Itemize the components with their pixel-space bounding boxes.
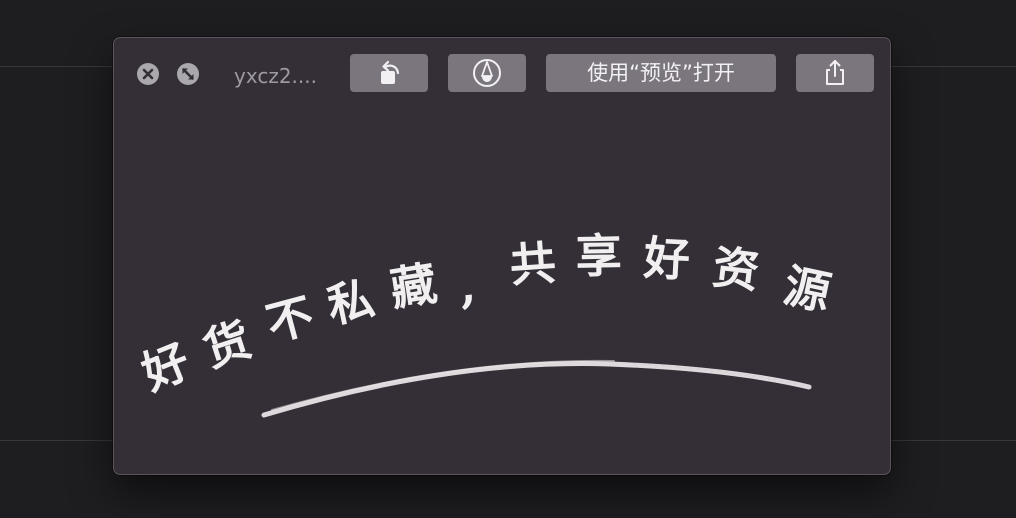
slogan-char: 藏 <box>387 256 441 317</box>
markup-pen-icon <box>473 59 501 87</box>
open-with-preview-button[interactable]: 使用“预览”打开 <box>546 54 776 92</box>
fullscreen-button[interactable] <box>177 63 199 85</box>
open-with-preview-label: 使用“预览”打开 <box>587 61 735 85</box>
slogan-char: 共 <box>508 236 558 293</box>
image-preview-area: 好货不私藏,共享好资源 <box>114 110 890 474</box>
share-button[interactable] <box>796 54 874 92</box>
rotate-left-icon <box>381 60 400 84</box>
slogan-char: 好 <box>641 231 691 287</box>
rotate-left-button[interactable] <box>350 54 428 92</box>
quick-look-window: yxcz2.... 使用“预览”打开 <box>113 37 891 475</box>
close-button[interactable] <box>137 63 159 85</box>
slogan-char: 好 <box>134 334 198 402</box>
slogan-char: , <box>457 258 479 313</box>
slogan-char: 源 <box>779 258 835 320</box>
share-icon <box>826 60 844 85</box>
slogan-char: 享 <box>575 229 622 284</box>
slogan-char: 私 <box>323 271 379 333</box>
slogan-char: 资 <box>710 240 762 299</box>
chalk-underline <box>261 359 815 418</box>
file-title: yxcz2.... <box>234 64 317 88</box>
slogan-image: 好货不私藏,共享好资源 <box>134 229 835 418</box>
quick-look-toolbar: yxcz2.... 使用“预览”打开 <box>114 38 890 110</box>
close-icon <box>142 68 154 80</box>
slogan-char: 不 <box>261 288 319 352</box>
fullscreen-icon <box>182 68 194 80</box>
markup-button[interactable] <box>448 54 526 92</box>
slogan-char: 货 <box>197 312 257 378</box>
